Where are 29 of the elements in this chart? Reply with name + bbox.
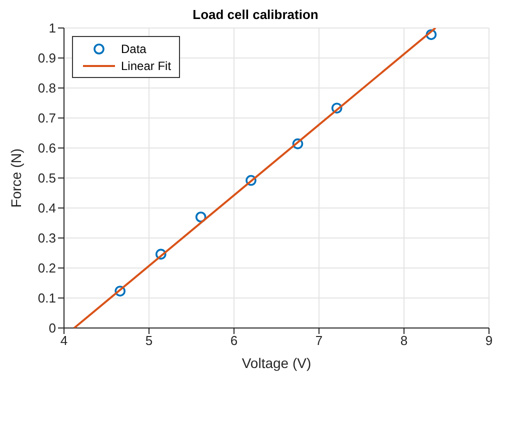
point: [156, 248, 166, 260]
x-tick-label: 7: [315, 333, 323, 348]
y-tick-label: 0.6: [38, 140, 56, 156]
y-tick-label: 1: [48, 20, 56, 36]
point: [114, 286, 126, 296]
y-axis-title: Force (N): [8, 148, 24, 208]
x-axis-title: Voltage (V): [242, 355, 312, 371]
point: [331, 102, 342, 114]
point: [426, 29, 437, 40]
y-tick-label: 0: [48, 320, 56, 336]
chart-title: Load cell calibration: [192, 7, 320, 22]
legend-label: Linear Fit: [121, 58, 172, 72]
point: [292, 138, 304, 150]
y-tick-label: 0.2: [38, 260, 56, 276]
x-tick-label: 6: [230, 333, 238, 348]
x-tick-label: 5: [145, 333, 153, 348]
y-tick-label: 0.9: [38, 50, 56, 66]
y-tick-label: 0.4: [38, 200, 56, 216]
point: [246, 175, 256, 186]
y-tick-label: 0.7: [38, 110, 56, 126]
legend-label: Data: [121, 42, 146, 56]
y-tick-label: 0.3: [38, 230, 56, 246]
x-tick-label: 4: [60, 333, 68, 348]
x-tick-label: 9: [485, 333, 493, 348]
y-tick-label: 0.5: [38, 170, 56, 186]
point: [195, 212, 206, 222]
x-tick-label: 8: [400, 333, 408, 348]
y-tick-label: 0.8: [38, 80, 56, 96]
y-tick-label: 0.1: [38, 290, 56, 306]
